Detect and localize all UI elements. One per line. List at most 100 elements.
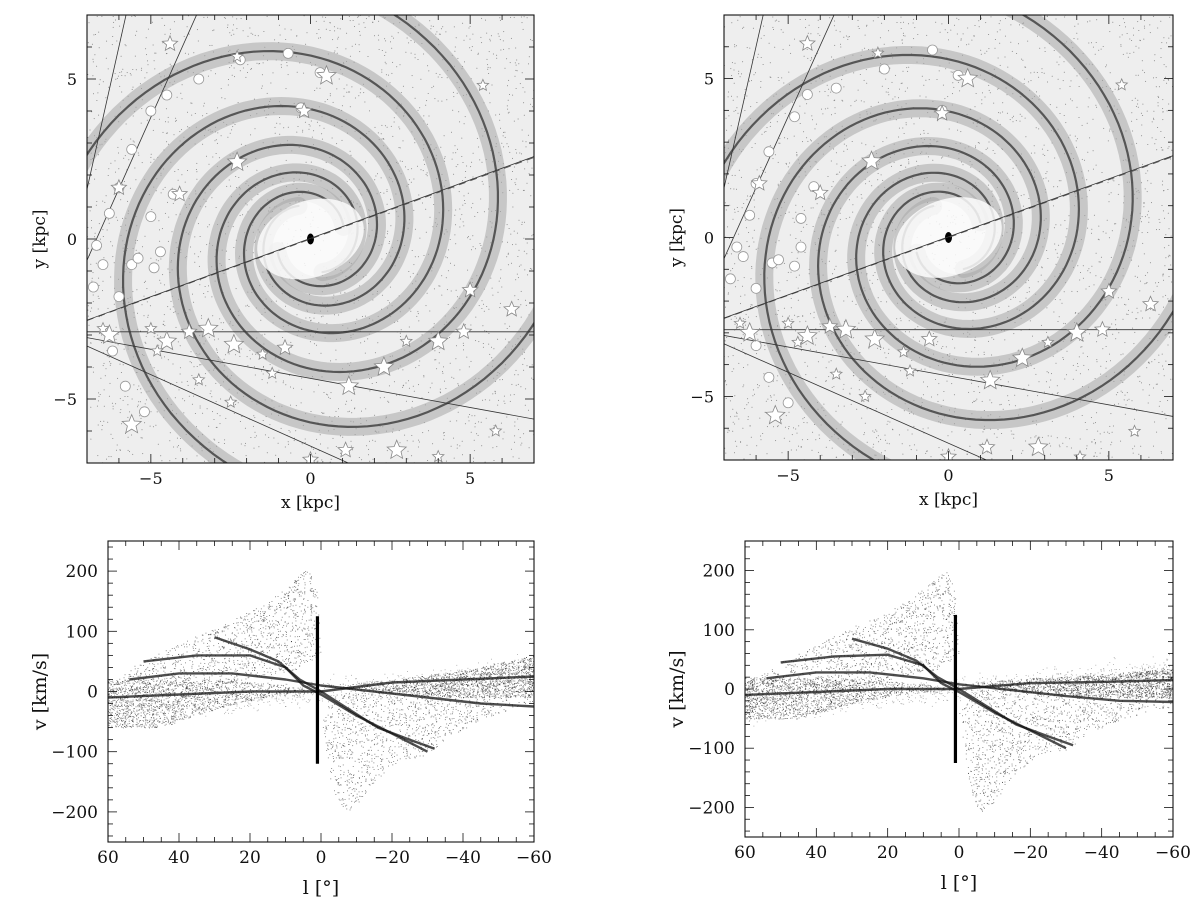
x-tick-label: −5: [139, 469, 163, 488]
panel-top-right-map: −5 0 5 −5 0 5 x [kpc] y [kpc]: [667, 14, 1174, 510]
tracer-star: [110, 178, 128, 196]
plot-frame: [744, 540, 1174, 838]
sparse-dots: [110, 654, 534, 727]
tracer-star: [796, 324, 818, 345]
y-tick-label: −5: [53, 390, 77, 409]
tracer-circle: [773, 254, 784, 266]
tracer-star: [98, 323, 120, 344]
y-tick-label: 100: [66, 622, 98, 642]
tracer-star: [733, 316, 747, 330]
x-tick-label: 60: [97, 848, 119, 868]
tracer-circle: [87, 281, 99, 293]
tracer-circle: [126, 259, 138, 271]
tracer-star: [255, 347, 270, 360]
tracer-circle: [737, 251, 749, 262]
y-tick-label: 0: [87, 683, 98, 703]
ridge-1: [766, 671, 1173, 704]
tracer-circle: [750, 340, 762, 351]
tracer-circle: [801, 89, 813, 100]
ridge-2: [143, 654, 429, 753]
y-axis-label: v [km/s]: [666, 650, 688, 728]
tracer-circle: [795, 241, 807, 253]
tracer-circle: [155, 246, 166, 258]
tracer-star: [337, 441, 355, 458]
tracer-star: [226, 151, 248, 172]
tracer-star: [835, 318, 857, 339]
y-tick-label: −100: [51, 743, 98, 763]
y-axis-label: y [kpc]: [30, 210, 50, 270]
sight-line: [87, 345, 350, 463]
tracer-star: [121, 413, 143, 434]
plot-frame: [723, 14, 1174, 461]
nuclear-disk: [945, 232, 952, 243]
tracers: [725, 34, 1160, 460]
y-tick-label: −200: [51, 803, 98, 823]
tracer-star: [781, 316, 795, 330]
x-tick-label: −5: [776, 466, 800, 485]
tracer-circle: [789, 111, 800, 123]
plot-area: [87, 15, 534, 463]
sight-line: [724, 155, 1173, 319]
tracer-star: [978, 438, 996, 455]
x-tick-label: 60: [734, 843, 756, 863]
lower-lobe: [959, 669, 1173, 812]
tracer-star: [1041, 335, 1055, 349]
x-tick-label: 40: [168, 848, 190, 868]
tracer-star: [764, 404, 786, 425]
tracer-star: [858, 389, 872, 403]
tracer-circle: [107, 345, 118, 357]
tracer-circle: [139, 406, 150, 418]
tracer-star: [156, 330, 178, 351]
sight-line: [724, 343, 988, 460]
y-axis-label: y [kpc]: [667, 208, 687, 268]
y-tick-label: −100: [688, 739, 735, 759]
y-tick-label: 200: [66, 562, 98, 582]
x-tick-label: 5: [465, 469, 475, 488]
nuclear-disk: [307, 233, 314, 245]
tracer-star: [386, 439, 408, 460]
tracer-star: [1141, 295, 1160, 312]
tracer-star: [150, 343, 164, 357]
x-tick-label: 0: [316, 848, 327, 868]
tracer-star: [224, 395, 238, 408]
tracer-circle: [750, 282, 762, 294]
tracers: [87, 34, 521, 463]
tracer-circle: [145, 211, 157, 223]
y-tick-label: 100: [703, 621, 735, 641]
tracer-circle: [126, 143, 138, 155]
tracer-circle: [113, 291, 125, 303]
y-tick-label: 0: [704, 229, 714, 248]
arm-ridge: [724, 53, 1081, 331]
tracer-circle: [927, 44, 938, 56]
tracer-star: [1093, 320, 1112, 338]
tracer-star: [295, 101, 313, 119]
tracer-star: [171, 185, 189, 202]
arm-ridge: [87, 49, 445, 335]
y-tick-label: −5: [690, 387, 714, 406]
plot-frame: [107, 540, 535, 843]
bar-axis-line: [724, 156, 1173, 319]
tracer-star: [1027, 436, 1049, 457]
x-axis-label: x [kpc]: [281, 493, 340, 513]
lower-lobe: [322, 668, 534, 811]
tracer-circle: [763, 371, 775, 383]
sight-lines: [724, 15, 1173, 460]
tracer-circle: [97, 259, 109, 271]
x-tick-label: 5: [1104, 466, 1114, 485]
ridge-4: [214, 636, 436, 750]
tracer-circle: [91, 239, 102, 251]
y-tick-label: 5: [67, 70, 77, 89]
tracer-star: [871, 46, 885, 59]
tracer-star: [503, 300, 521, 317]
tracer-star: [461, 281, 479, 298]
tracer-star: [933, 104, 951, 121]
tracer-star: [864, 328, 886, 349]
tracer-star: [230, 49, 244, 63]
tracer-star: [903, 363, 917, 377]
x-tick-label: 20: [239, 848, 261, 868]
x-tick-label: 40: [806, 843, 828, 863]
tracer-star: [180, 322, 198, 340]
tracer-star: [861, 150, 882, 171]
tracer-star: [811, 183, 829, 201]
